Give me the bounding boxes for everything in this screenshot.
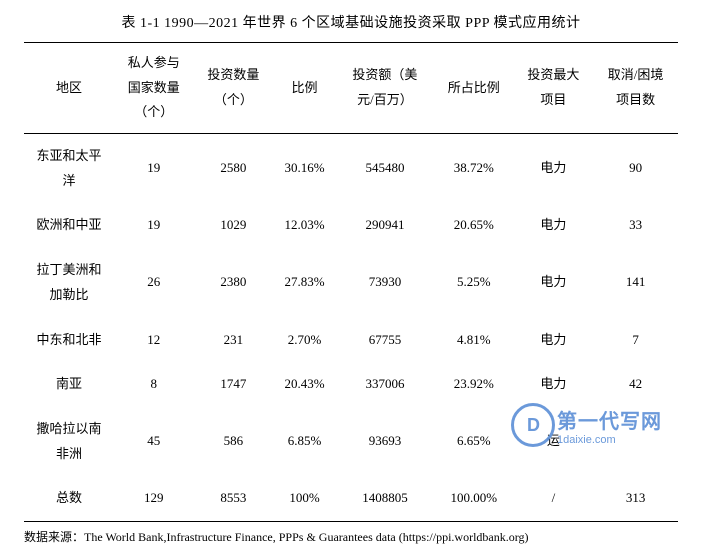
cell: 12.03% bbox=[273, 203, 336, 248]
cell: 26 bbox=[114, 248, 194, 317]
cell: 东亚和太平 洋 bbox=[24, 134, 114, 204]
data-source: 数据来源：The World Bank,Infrastructure Finan… bbox=[24, 528, 678, 545]
cell: 6.85% bbox=[273, 407, 336, 476]
cell: 1408805 bbox=[336, 476, 434, 521]
table-row-total: 总数 129 8553 100% 1408805 100.00% / 313 bbox=[24, 476, 678, 521]
cell: / bbox=[514, 476, 594, 521]
cell: 290941 bbox=[336, 203, 434, 248]
cell: 33 bbox=[593, 203, 678, 248]
cell: 45 bbox=[114, 407, 194, 476]
cell: 545480 bbox=[336, 134, 434, 204]
cell: 27.83% bbox=[273, 248, 336, 317]
cell: 撒哈拉以南 非洲 bbox=[24, 407, 114, 476]
cell: 欧洲和中亚 bbox=[24, 203, 114, 248]
cell: 南亚 bbox=[24, 362, 114, 407]
col-countries: 私人参与 国家数量 （个） bbox=[114, 43, 194, 134]
cell: 23.92% bbox=[434, 362, 514, 407]
col-projects: 投资数量 （个） bbox=[194, 43, 274, 134]
cell: 2580 bbox=[194, 134, 274, 204]
cell: 8 bbox=[114, 362, 194, 407]
cell: 电力 bbox=[514, 248, 594, 317]
col-ratio: 比例 bbox=[273, 43, 336, 134]
col-region: 地区 bbox=[24, 43, 114, 134]
cell: 30.16% bbox=[273, 134, 336, 204]
cell: 129 bbox=[114, 476, 194, 521]
col-inv-ratio: 所占比例 bbox=[434, 43, 514, 134]
table-header-row: 地区 私人参与 国家数量 （个） 投资数量 （个） 比例 投资额（美 元/百万）… bbox=[24, 43, 678, 134]
cell: 313 bbox=[593, 476, 678, 521]
cell: 7 bbox=[593, 318, 678, 363]
cell: 20.43% bbox=[273, 362, 336, 407]
col-investment: 投资额（美 元/百万） bbox=[336, 43, 434, 134]
col-largest: 投资最大 项目 bbox=[514, 43, 594, 134]
cell: 42 bbox=[593, 362, 678, 407]
cell: 141 bbox=[593, 248, 678, 317]
cell: 93693 bbox=[336, 407, 434, 476]
cell: 拉丁美洲和 加勒比 bbox=[24, 248, 114, 317]
cell: 2.70% bbox=[273, 318, 336, 363]
cell: 运 bbox=[514, 407, 594, 476]
cell bbox=[593, 407, 678, 476]
cell: 38.72% bbox=[434, 134, 514, 204]
cell: 电力 bbox=[514, 318, 594, 363]
cell: 20.65% bbox=[434, 203, 514, 248]
table-row: 拉丁美洲和 加勒比 26 2380 27.83% 73930 5.25% 电力 … bbox=[24, 248, 678, 317]
table-row: 撒哈拉以南 非洲 45 586 6.85% 93693 6.65% 运 bbox=[24, 407, 678, 476]
cell: 90 bbox=[593, 134, 678, 204]
cell: 19 bbox=[114, 134, 194, 204]
cell: 100% bbox=[273, 476, 336, 521]
cell: 19 bbox=[114, 203, 194, 248]
cell: 电力 bbox=[514, 203, 594, 248]
cell: 5.25% bbox=[434, 248, 514, 317]
cell: 12 bbox=[114, 318, 194, 363]
cell: 1029 bbox=[194, 203, 274, 248]
cell: 总数 bbox=[24, 476, 114, 521]
cell: 2380 bbox=[194, 248, 274, 317]
cell: 电力 bbox=[514, 134, 594, 204]
table-row: 中东和北非 12 231 2.70% 67755 4.81% 电力 7 bbox=[24, 318, 678, 363]
cell: 电力 bbox=[514, 362, 594, 407]
cell: 231 bbox=[194, 318, 274, 363]
cell: 8553 bbox=[194, 476, 274, 521]
cell: 100.00% bbox=[434, 476, 514, 521]
table-row: 东亚和太平 洋 19 2580 30.16% 545480 38.72% 电力 … bbox=[24, 134, 678, 204]
table-body: 东亚和太平 洋 19 2580 30.16% 545480 38.72% 电力 … bbox=[24, 134, 678, 522]
cell: 337006 bbox=[336, 362, 434, 407]
col-cancelled: 取消/困境 项目数 bbox=[593, 43, 678, 134]
cell: 6.65% bbox=[434, 407, 514, 476]
cell: 4.81% bbox=[434, 318, 514, 363]
cell: 中东和北非 bbox=[24, 318, 114, 363]
ppp-statistics-table: 地区 私人参与 国家数量 （个） 投资数量 （个） 比例 投资额（美 元/百万）… bbox=[24, 42, 678, 522]
cell: 73930 bbox=[336, 248, 434, 317]
cell: 1747 bbox=[194, 362, 274, 407]
cell: 586 bbox=[194, 407, 274, 476]
table-row: 欧洲和中亚 19 1029 12.03% 290941 20.65% 电力 33 bbox=[24, 203, 678, 248]
table-caption: 表 1-1 1990—2021 年世界 6 个区域基础设施投资采取 PPP 模式… bbox=[24, 12, 678, 32]
table-row: 南亚 8 1747 20.43% 337006 23.92% 电力 42 bbox=[24, 362, 678, 407]
cell: 67755 bbox=[336, 318, 434, 363]
